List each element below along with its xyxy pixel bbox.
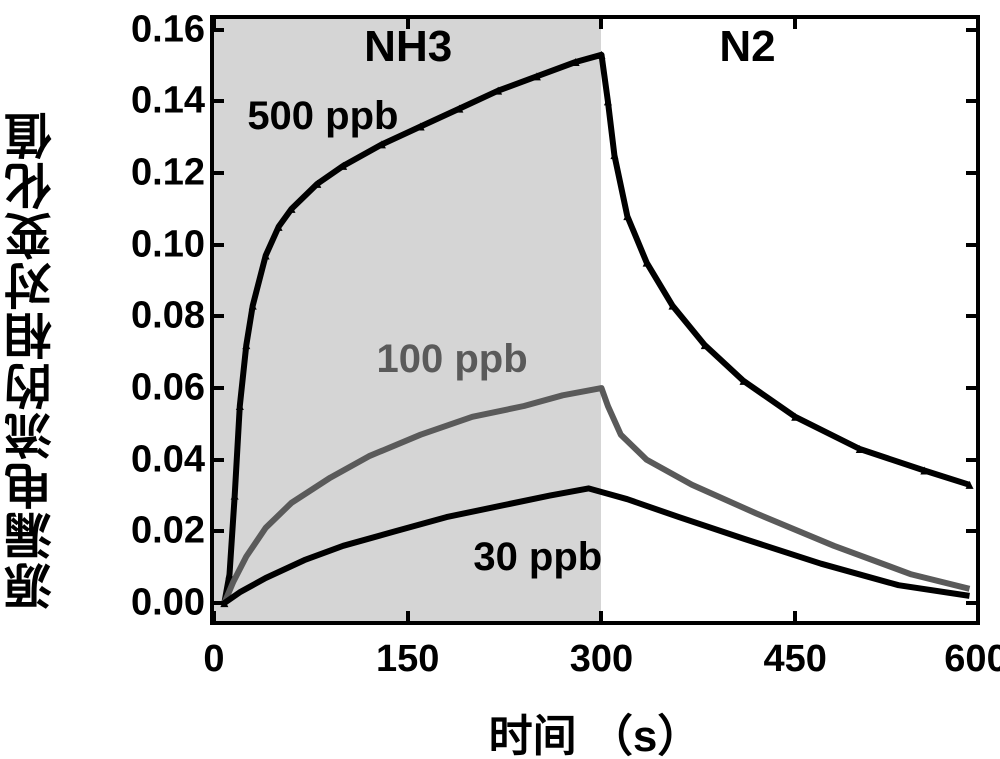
ytick-mark [966,458,980,462]
ytick-mark [966,314,980,318]
ytick-mark [966,386,980,390]
ytick-mark [210,458,224,462]
xtick-label: 600 [926,638,1000,681]
xtick-mark [599,15,603,29]
series-label-30ppb: 30 ppb [473,535,602,580]
ytick-label: 0.12 [85,152,205,195]
xtick-label: 0 [164,638,264,681]
gas-sensor-chart: 源漏电流的相对变化值 时间 （s） NH3 N2 500 ppb 100 ppb… [0,0,1000,759]
ytick-label: 0.06 [85,367,205,410]
ytick-label: 0.00 [85,582,205,625]
ytick-mark [966,601,980,605]
xtick-mark [406,15,410,29]
xtick-mark [406,611,410,625]
ytick-mark [210,314,224,318]
ytick-mark [966,99,980,103]
ytick-mark [966,171,980,175]
xtick-mark [793,15,797,29]
ytick-mark [210,601,224,605]
xtick-mark [212,611,216,625]
ytick-mark [210,529,224,533]
series-label-100ppb: 100 ppb [376,337,527,382]
ytick-label: 0.14 [85,80,205,123]
series-label-500ppb: 500 ppb [247,94,398,139]
xtick-mark [599,611,603,625]
xtick-label: 150 [358,638,458,681]
ytick-mark [966,243,980,247]
xtick-label: 300 [551,638,651,681]
ytick-mark [210,386,224,390]
ytick-label: 0.08 [85,295,205,338]
ytick-mark [966,529,980,533]
ytick-mark [210,243,224,247]
ytick-label: 0.02 [85,510,205,553]
x-axis-label: 时间 （s） [210,700,980,759]
ytick-mark [966,28,980,32]
plot-area: NH3 N2 500 ppb 100 ppb 30 ppb [210,15,980,625]
ytick-label: 0.10 [85,223,205,266]
y-axis-label: 源漏电流的相对变化值 [0,50,68,670]
region-label-n2: N2 [719,22,775,72]
xtick-mark [212,15,216,29]
ytick-label: 0.16 [85,8,205,51]
region-label-nh3: NH3 [364,22,452,72]
xtick-mark [793,611,797,625]
ytick-mark [210,171,224,175]
ytick-label: 0.04 [85,438,205,481]
xtick-label: 450 [745,638,845,681]
ytick-mark [210,99,224,103]
